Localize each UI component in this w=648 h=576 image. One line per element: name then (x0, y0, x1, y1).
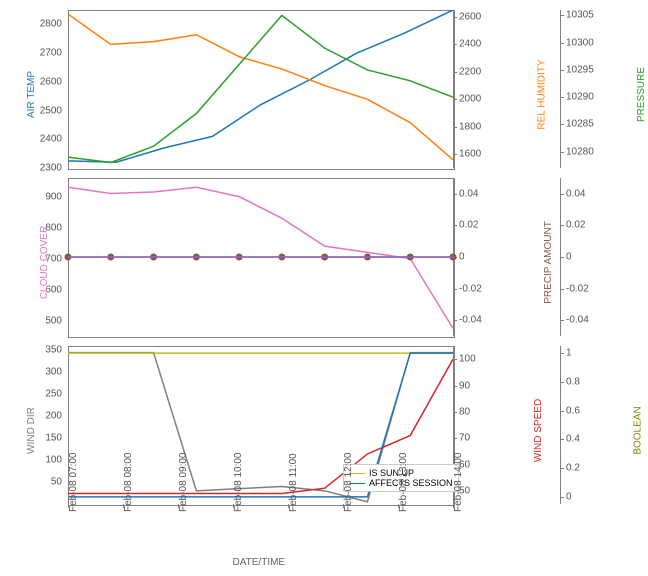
xtick: Feb-08 14:00 (453, 453, 464, 513)
xtick: Feb-08 08:00 (123, 453, 134, 513)
xtick: Feb-08 13:00 (398, 453, 409, 513)
xlabel: DATE/TIME (233, 557, 286, 568)
panel-2-plot (0, 0, 648, 576)
xtick: Feb-08 12:00 (343, 453, 354, 513)
weather-panels: { "layout":{ "width":648,"height":576, "… (0, 0, 648, 576)
xtick: Feb-08 11:00 (288, 453, 299, 512)
xtick: Feb-08 07:00 (68, 453, 79, 513)
xtick: Feb-08 10:00 (233, 453, 244, 513)
xtick: Feb-08 09:00 (178, 453, 189, 513)
